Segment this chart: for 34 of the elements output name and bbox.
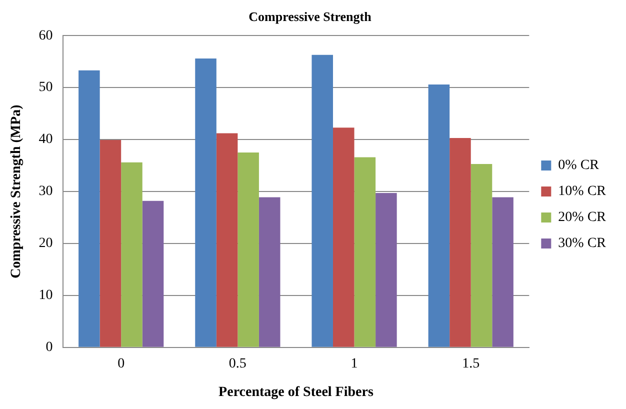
bar [470, 164, 492, 347]
bar [333, 128, 354, 347]
y-tick-label: 0 [46, 340, 53, 356]
bar [312, 54, 333, 347]
y-axis-title: Compressive Strength (MPa) [9, 104, 24, 278]
x-tick-label: 1 [350, 356, 358, 372]
bar [142, 200, 164, 347]
y-tick-label: 30 [38, 184, 53, 200]
x-tick-label: 0.5 [228, 356, 246, 372]
x-axis-title: Percentage of Steel Fibers [218, 385, 374, 400]
bar [121, 162, 142, 347]
bar [450, 138, 471, 347]
bar [258, 197, 280, 347]
bar [354, 157, 376, 347]
bar [492, 197, 514, 347]
legend-label: 0% CR [558, 158, 600, 174]
bar [195, 58, 216, 347]
x-tick-label: 1.5 [462, 356, 480, 372]
bar [100, 140, 122, 347]
y-tick-label: 40 [38, 132, 53, 148]
legend-label: 20% CR [558, 210, 607, 226]
y-tick-label: 50 [38, 80, 53, 96]
x-tick-label: 0 [118, 356, 125, 372]
legend-label: 10% CR [558, 184, 607, 200]
bar [216, 133, 238, 347]
bar [238, 152, 259, 347]
y-tick-label: 10 [38, 288, 53, 304]
bar [376, 193, 397, 347]
chart-title: Compressive Strength [248, 9, 372, 24]
y-tick-label: 20 [38, 236, 53, 252]
legend-label: 30% CR [558, 236, 607, 252]
bar [428, 84, 450, 347]
y-tick-label: 60 [38, 28, 53, 44]
bar [78, 70, 100, 347]
